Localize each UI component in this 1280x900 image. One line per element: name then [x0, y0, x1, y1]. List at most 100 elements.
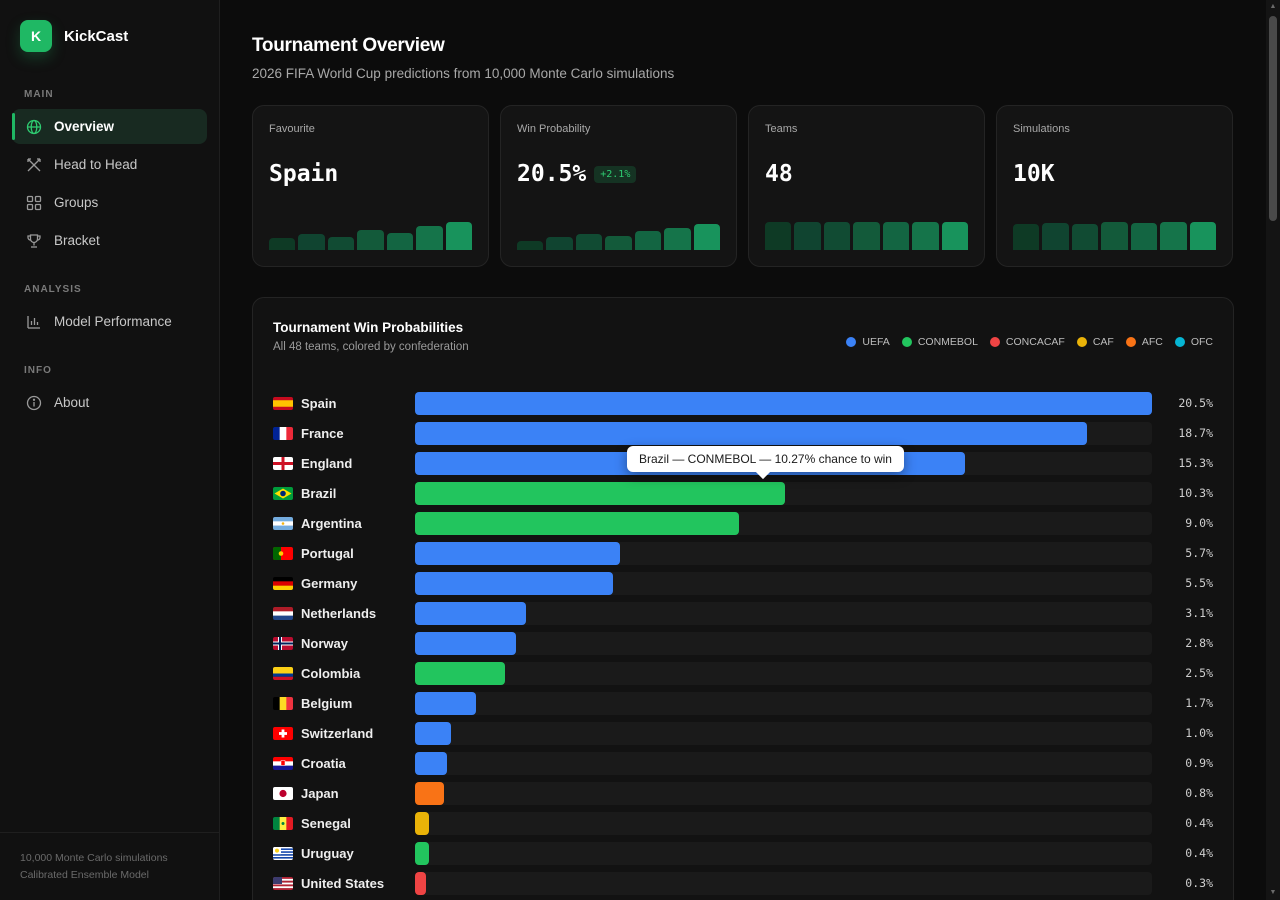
bar-belgium[interactable]: [415, 691, 477, 715]
chart-row-spain[interactable]: Spain 20.5%: [273, 388, 1213, 418]
sidebar-item-overview[interactable]: Overview: [12, 109, 207, 144]
chart-row-japan[interactable]: Japan 0.8%: [273, 778, 1213, 808]
flag-icon: [273, 756, 293, 770]
team-name: Switzerland: [301, 725, 374, 741]
flag-icon: [273, 696, 293, 710]
flag-icon: [273, 846, 293, 860]
probability-label: 18.7%: [1178, 426, 1213, 440]
brand-logo: K: [20, 20, 52, 52]
sidebar-item-model-performance[interactable]: Model Performance: [12, 304, 207, 339]
sparkline-bar: [634, 231, 662, 250]
chart-row-germany[interactable]: Germany 5.5%: [273, 568, 1213, 598]
chart-subtitle: All 48 teams, colored by confederation: [273, 341, 469, 353]
legend-item-conmebol: CONMEBOL: [901, 330, 978, 353]
flag-icon: [273, 786, 293, 800]
sparkline-bar: [853, 222, 880, 250]
footer-line-2: Calibrated Ensemble Model: [20, 869, 149, 881]
legend-label: CONCACAF: [1005, 335, 1065, 348]
legend-item-caf: CAF: [1076, 330, 1114, 353]
bar-senegal[interactable]: [415, 811, 430, 835]
sidebar: K KickCast MAIN Overview Head to Head: [0, 0, 220, 900]
flag-icon: [273, 576, 293, 590]
sparkline-bar: [298, 234, 325, 250]
chart-row-netherlands[interactable]: Netherlands 3.1%: [273, 598, 1213, 628]
bar-spain[interactable]: [415, 391, 1152, 415]
legend-label: CONMEBOL: [917, 335, 978, 348]
probability-label: 1.7%: [1185, 696, 1213, 710]
brand[interactable]: K KickCast: [0, 0, 219, 52]
flag-icon: [273, 486, 293, 500]
sparkline-bar: [765, 222, 792, 250]
chart-row-switzerland[interactable]: Switzerland 1.0%: [273, 718, 1213, 748]
chart-row-norway[interactable]: Norway 2.8%: [273, 628, 1213, 658]
probability-label: 0.4%: [1185, 816, 1213, 830]
probability-label: 15.3%: [1178, 456, 1213, 470]
flag-icon: [273, 456, 293, 470]
sidebar-item-label: Overview: [54, 119, 115, 134]
bar-track: [415, 421, 1152, 445]
chart-row-argentina[interactable]: Argentina 9.0%: [273, 508, 1213, 538]
chart-row-belgium[interactable]: Belgium 1.7%: [273, 688, 1213, 718]
chart-row-united-states[interactable]: United States 0.3%: [273, 868, 1213, 898]
team-name: Colombia: [301, 665, 361, 681]
chart-row-colombia[interactable]: Colombia 2.5%: [273, 658, 1213, 688]
sparkline-bar: [693, 224, 720, 250]
legend-dot: [901, 336, 912, 347]
bar-france[interactable]: [415, 421, 1088, 445]
sidebar-footer: 10,000 Monte Carlo simulations Calibrate…: [0, 832, 219, 900]
bar-switzerland[interactable]: [415, 721, 451, 745]
footer-line-1: 10,000 Monte Carlo simulations: [20, 852, 168, 864]
bar-netherlands[interactable]: [415, 601, 527, 625]
sidebar-item-bracket[interactable]: Bracket: [12, 223, 207, 258]
scroll-down-icon[interactable]: ▼: [1269, 889, 1277, 896]
sidebar-item-groups[interactable]: Groups: [12, 185, 207, 220]
chart-row-france[interactable]: France 18.7%: [273, 418, 1213, 448]
team-name: Norway: [301, 635, 348, 651]
chart-row-brazil[interactable]: Brazil 10.3%: [273, 478, 1213, 508]
bar-croatia[interactable]: [415, 751, 448, 775]
legend-label: UEFA: [862, 335, 890, 348]
bar-track: [415, 811, 1152, 835]
bar-portugal[interactable]: [415, 541, 620, 565]
sparkline-bar: [1042, 223, 1069, 250]
chart-row-portugal[interactable]: Portugal 5.7%: [273, 538, 1213, 568]
sidebar-item-about[interactable]: About: [12, 385, 207, 420]
bar-argentina[interactable]: [415, 511, 739, 535]
sidebar-item-label: Model Performance: [54, 314, 172, 329]
team-name: Belgium: [301, 695, 353, 711]
bar-track: [415, 541, 1152, 565]
bar-norway[interactable]: [415, 631, 516, 655]
bar-colombia[interactable]: [415, 661, 505, 685]
scroll-up-icon[interactable]: ▲: [1269, 3, 1277, 10]
bar-track: [415, 601, 1152, 625]
sidebar-item-label: About: [54, 395, 90, 410]
stat-label: Teams: [765, 123, 798, 135]
nav-section-info: INFO: [24, 365, 52, 376]
scroll-thumb[interactable]: [1269, 16, 1277, 221]
bar-united-states[interactable]: [415, 871, 426, 895]
sparkline-bar: [1130, 223, 1158, 250]
bar-germany[interactable]: [415, 571, 613, 595]
crossed-swords-icon: [26, 157, 42, 173]
stat-sparkline: [765, 220, 968, 250]
bar-track: [415, 571, 1152, 595]
flag-icon: [273, 726, 293, 740]
bar-uruguay[interactable]: [415, 841, 430, 865]
sidebar-item-head-to-head[interactable]: Head to Head: [12, 147, 207, 182]
legend-dot: [1174, 336, 1185, 347]
bar-japan[interactable]: [415, 781, 444, 805]
stats-row: Favourite Spain Win Probability 20.5% +2…: [252, 105, 1234, 267]
trophy-icon: [26, 233, 42, 249]
page-scrollbar[interactable]: ▲ ▼: [1266, 0, 1280, 900]
chart-row-senegal[interactable]: Senegal 0.4%: [273, 808, 1213, 838]
sparkline-bar: [664, 228, 691, 250]
probability-label: 9.0%: [1185, 516, 1213, 530]
sparkline-bar: [794, 222, 821, 250]
bar-track: [415, 481, 1152, 505]
bar-brazil[interactable]: [415, 481, 786, 505]
legend-item-ofc: OFC: [1174, 330, 1213, 353]
page-subtitle: 2026 FIFA World Cup predictions from 10,…: [252, 66, 675, 81]
chart-row-uruguay[interactable]: Uruguay 0.4%: [273, 838, 1213, 868]
chart-row-croatia[interactable]: Croatia 0.9%: [273, 748, 1213, 778]
